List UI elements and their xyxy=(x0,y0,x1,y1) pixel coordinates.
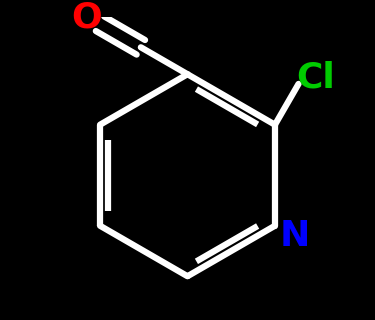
Text: O: O xyxy=(71,0,102,34)
Text: Cl: Cl xyxy=(296,60,335,94)
Text: N: N xyxy=(280,219,310,253)
